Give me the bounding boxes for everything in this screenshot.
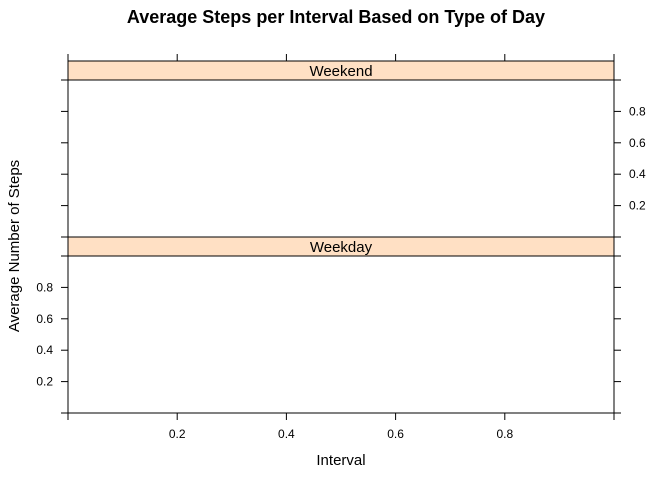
strip-label-weekend: Weekend [309, 63, 372, 80]
panel-weekend-frame [67, 79, 615, 238]
y-tick-label-weekend: 0.6 [629, 136, 646, 150]
x-tick-label: 0.4 [278, 427, 295, 441]
x-axis-label: Interval [316, 452, 365, 469]
y-tick-label-weekend: 0.2 [629, 199, 646, 213]
x-tick-label: 0.2 [169, 427, 186, 441]
y-tick-label-weekday: 0.8 [36, 280, 53, 294]
strip-label-weekday: Weekday [310, 239, 373, 256]
axis-ticks: 0.2 0.4 0.6 0.8 0.2 0.4 0.6 0.8 0.2 0.4 0.6 0.8 [36, 54, 646, 441]
y-tick-label-weekend: 0.4 [629, 167, 646, 181]
y-tick-label-weekday: 0.2 [36, 375, 53, 389]
y-tick-label-weekday: 0.6 [36, 312, 53, 326]
chart-title: Average Steps per Interval Based on Type… [127, 7, 545, 27]
y-axis-label: Average Number of Steps [6, 160, 23, 332]
y-tick-label-weekday: 0.4 [36, 343, 53, 357]
x-tick-label: 0.8 [496, 427, 513, 441]
y-tick-label-weekend: 0.8 [629, 104, 646, 118]
x-tick-label: 0.6 [387, 427, 404, 441]
panel-weekday-frame [67, 255, 615, 414]
